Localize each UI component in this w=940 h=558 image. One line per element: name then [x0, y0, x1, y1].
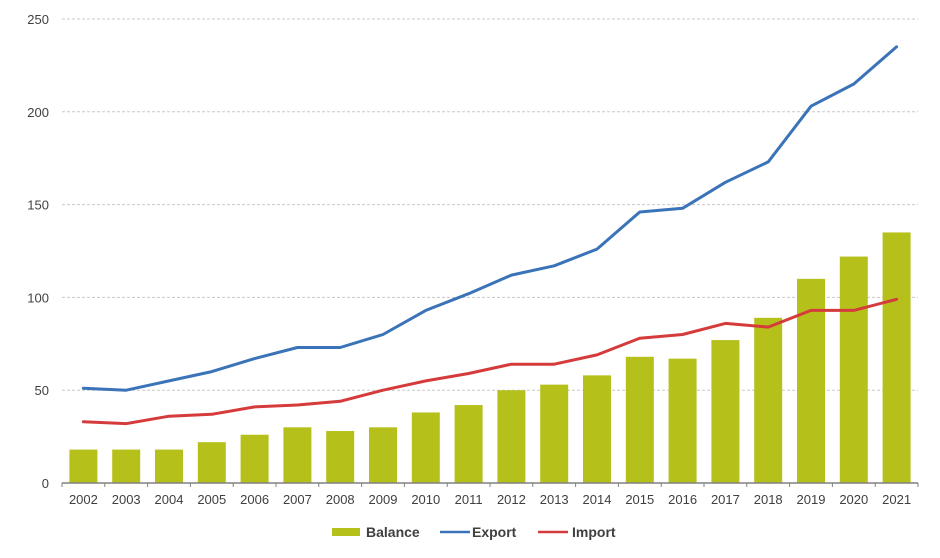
cropped-source-line: [20, 551, 920, 558]
x-tick-label: 2015: [625, 492, 654, 507]
legend-label: Import: [572, 524, 616, 540]
legend-label: Balance: [366, 524, 420, 540]
bar-balance-2018: [754, 317, 783, 483]
x-tick-label: 2003: [112, 492, 141, 507]
y-tick-label: 100: [27, 290, 49, 305]
x-tick-label: 2008: [326, 492, 355, 507]
line-import: [81, 297, 899, 426]
x-tick-label: 2007: [283, 492, 312, 507]
balance-bars: [69, 232, 911, 483]
x-tick-label: 2006: [240, 492, 269, 507]
bar-balance-2014: [583, 375, 611, 483]
bar-balance-2011: [454, 405, 483, 483]
x-tick-label: 2021: [882, 492, 911, 507]
y-tick-label: 200: [27, 105, 49, 120]
line-export: [81, 45, 899, 392]
y-axis-ticks: 0 50 100 150 200 250: [27, 12, 49, 491]
gridlines: [62, 18, 918, 391]
x-tick-label: 2018: [754, 492, 783, 507]
bar-balance-2008: [326, 431, 355, 483]
y-tick-label: 50: [35, 383, 49, 398]
bar-balance-2021: [882, 232, 911, 483]
x-tick-label: 2020: [839, 492, 868, 507]
bar-balance-2002: [69, 449, 98, 483]
x-tick-label: 2002: [69, 492, 98, 507]
x-tick-label: 2005: [197, 492, 226, 507]
bar-balance-2013: [540, 384, 569, 483]
y-tick-label: 250: [27, 12, 49, 27]
bar-balance-2009: [369, 427, 397, 483]
x-tick-label: 2013: [540, 492, 569, 507]
x-tick-label: 2010: [411, 492, 440, 507]
legend-item-import: Import: [538, 524, 616, 540]
bar-balance-2004: [155, 449, 183, 483]
y-tick-label: 0: [42, 476, 49, 491]
legend-swatch: [332, 528, 360, 536]
legend-label: Export: [472, 524, 517, 540]
series-lines: [81, 45, 899, 426]
legend: Balance Export Import: [332, 524, 616, 540]
x-tick-label: 2011: [455, 492, 483, 507]
bar-balance-2006: [240, 434, 269, 483]
x-tick-label: 2016: [668, 492, 697, 507]
x-tick-label: 2009: [369, 492, 398, 507]
legend-item-balance: Balance: [332, 524, 420, 540]
x-tick-label: 2014: [583, 492, 612, 507]
bar-balance-2017: [711, 340, 740, 483]
x-tick-label: 2017: [711, 492, 740, 507]
bar-balance-2010: [411, 412, 440, 483]
bar-balance-2020: [839, 256, 868, 483]
bar-balance-2015: [625, 356, 654, 483]
bar-balance-2007: [283, 427, 312, 483]
legend-item-export: Export: [440, 524, 517, 540]
y-tick-label: 150: [27, 198, 49, 213]
x-tick-label: 2019: [797, 492, 826, 507]
bar-balance-2003: [112, 449, 141, 483]
x-tick-label: 2004: [155, 492, 184, 507]
bar-balance-2005: [197, 442, 226, 483]
bar-balance-2012: [497, 390, 526, 483]
x-tick-label: 2012: [497, 492, 526, 507]
bar-balance-2016: [668, 358, 697, 483]
x-axis: 2002 2003 2004 2005 2006 2007 2008 2009 2010 2011…: [61, 482, 919, 507]
